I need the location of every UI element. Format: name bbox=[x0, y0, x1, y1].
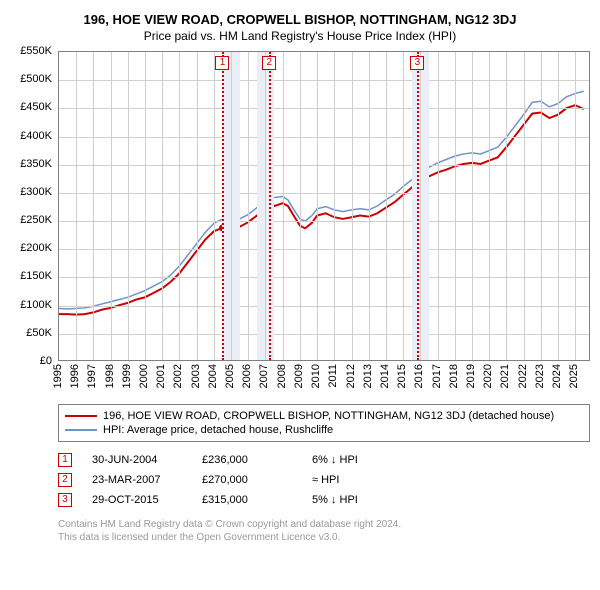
event-row: 2 23-MAR-2007 £270,000 ≈ HPI bbox=[58, 470, 590, 490]
x-tick-label: 1995 bbox=[52, 364, 64, 388]
event-row: 3 29-OCT-2015 £315,000 5% ↓ HPI bbox=[58, 490, 590, 510]
series-hpi bbox=[59, 91, 584, 309]
event-marker-icon: 2 bbox=[58, 473, 72, 487]
x-tick-label: 2012 bbox=[345, 364, 357, 388]
y-tick-label: £450K bbox=[20, 101, 52, 113]
x-tick-label: 2022 bbox=[517, 364, 529, 388]
x-tick-label: 2004 bbox=[207, 364, 219, 388]
footer: Contains HM Land Registry data © Crown c… bbox=[58, 518, 590, 544]
legend-item: HPI: Average price, detached house, Rush… bbox=[65, 423, 583, 437]
y-tick-label: £350K bbox=[20, 158, 52, 170]
x-tick-label: 2010 bbox=[310, 364, 322, 388]
x-tick-label: 2023 bbox=[534, 364, 546, 388]
x-tick-label: 2006 bbox=[241, 364, 253, 388]
x-tick-label: 2011 bbox=[327, 364, 339, 388]
x-tick-label: 2005 bbox=[224, 364, 236, 388]
y-tick-label: £250K bbox=[20, 214, 52, 226]
x-tick-label: 2009 bbox=[293, 364, 305, 388]
x-tick-label: 2007 bbox=[258, 364, 270, 388]
x-tick-label: 2025 bbox=[568, 364, 580, 388]
event-marker-icon: 1 bbox=[215, 56, 229, 70]
event-date: 30-JUN-2004 bbox=[92, 454, 182, 466]
chart: £0 £50K £100K £150K £200K £250K £300K £350K £400… bbox=[10, 51, 590, 398]
y-tick-label: £200K bbox=[20, 242, 52, 254]
x-tick-label: 1999 bbox=[121, 364, 133, 388]
event-marker-icon: 2 bbox=[262, 56, 276, 70]
y-tick-label: £500K bbox=[20, 73, 52, 85]
x-tick-label: 2008 bbox=[276, 364, 288, 388]
legend-swatch-icon bbox=[65, 415, 97, 417]
y-tick-label: £300K bbox=[20, 186, 52, 198]
event-price: £315,000 bbox=[202, 494, 292, 506]
x-tick-label: 2021 bbox=[499, 364, 511, 388]
x-tick-label: 2000 bbox=[138, 364, 150, 388]
y-axis-labels: £0£50K£100K£150K£200K£250K£300K£350K£400… bbox=[10, 51, 54, 361]
event-price: £236,000 bbox=[202, 454, 292, 466]
chart-subtitle: Price paid vs. HM Land Registry's House … bbox=[10, 29, 590, 43]
event-date: 29-OCT-2015 bbox=[92, 494, 182, 506]
event-marker-icon: 3 bbox=[410, 56, 424, 70]
y-tick-label: £150K bbox=[20, 270, 52, 282]
event-marker-icon: 3 bbox=[58, 493, 72, 507]
footer-line1: Contains HM Land Registry data © Crown c… bbox=[58, 518, 590, 531]
x-tick-label: 2024 bbox=[551, 364, 563, 388]
event-price: £270,000 bbox=[202, 474, 292, 486]
x-tick-label: 2014 bbox=[379, 364, 391, 388]
event-hpi: 6% ↓ HPI bbox=[312, 454, 402, 466]
x-tick-label: 2020 bbox=[482, 364, 494, 388]
x-tick-label: 2017 bbox=[431, 364, 443, 388]
x-tick-label: 2002 bbox=[172, 364, 184, 388]
plot-area: 1 2 3 bbox=[58, 51, 590, 361]
legend-item: 196, HOE VIEW ROAD, CROPWELL BISHOP, NOT… bbox=[65, 409, 583, 423]
legend: 196, HOE VIEW ROAD, CROPWELL BISHOP, NOT… bbox=[58, 404, 590, 442]
event-marker-icon: 1 bbox=[58, 453, 72, 467]
legend-label: HPI: Average price, detached house, Rush… bbox=[103, 424, 333, 436]
x-tick-label: 2019 bbox=[465, 364, 477, 388]
y-tick-label: £550K bbox=[20, 45, 52, 57]
y-tick-label: £50K bbox=[26, 327, 52, 339]
x-tick-label: 2001 bbox=[155, 364, 167, 388]
x-tick-label: 2013 bbox=[362, 364, 374, 388]
x-tick-label: 1997 bbox=[86, 364, 98, 388]
line-series bbox=[59, 52, 589, 360]
x-tick-label: 2016 bbox=[413, 364, 425, 388]
y-tick-label: £400K bbox=[20, 130, 52, 142]
x-tick-label: 2003 bbox=[190, 364, 202, 388]
x-tick-label: 2015 bbox=[396, 364, 408, 388]
footer-line2: This data is licensed under the Open Gov… bbox=[58, 531, 590, 544]
y-tick-label: £0 bbox=[40, 355, 52, 367]
chart-title: 196, HOE VIEW ROAD, CROPWELL BISHOP, NOT… bbox=[10, 12, 590, 27]
event-row: 1 30-JUN-2004 £236,000 6% ↓ HPI bbox=[58, 450, 590, 470]
x-tick-label: 2018 bbox=[448, 364, 460, 388]
event-hpi: ≈ HPI bbox=[312, 474, 402, 486]
x-tick-label: 1996 bbox=[69, 364, 81, 388]
y-tick-label: £100K bbox=[20, 299, 52, 311]
x-tick-label: 1998 bbox=[104, 364, 116, 388]
events-table: 1 30-JUN-2004 £236,000 6% ↓ HPI 2 23-MAR-2007… bbox=[58, 450, 590, 510]
legend-swatch-icon bbox=[65, 429, 97, 431]
legend-label: 196, HOE VIEW ROAD, CROPWELL BISHOP, NOT… bbox=[103, 410, 554, 422]
event-hpi: 5% ↓ HPI bbox=[312, 494, 402, 506]
x-axis-labels: 1995199619971998199920002001200220032004… bbox=[58, 364, 590, 398]
event-date: 23-MAR-2007 bbox=[92, 474, 182, 486]
